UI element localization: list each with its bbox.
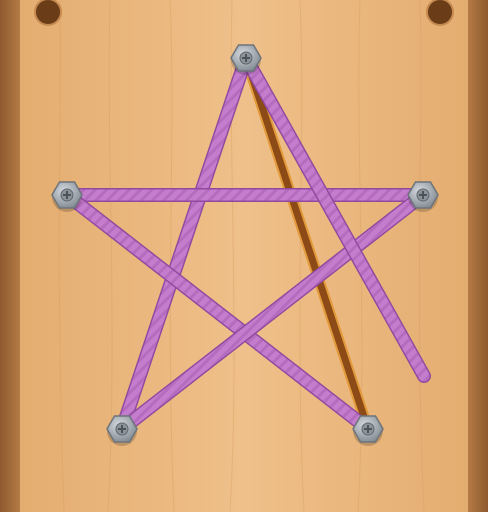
screw-icon: [361, 422, 375, 436]
screw-icon: [416, 188, 430, 202]
rope-left-to-bottom-right[interactable]: [60, 188, 375, 436]
corner-hole-left: [34, 0, 62, 26]
screw-icon: [60, 188, 74, 202]
peg-bottom-right[interactable]: [352, 415, 384, 446]
peg-right[interactable]: [407, 181, 439, 212]
rope-top-to-bottom-left[interactable]: [115, 51, 253, 436]
frame-left: [0, 0, 20, 512]
peg-top[interactable]: [230, 44, 262, 75]
frame-right: [468, 0, 488, 512]
corner-hole-right: [426, 0, 454, 26]
screw-icon: [115, 422, 129, 436]
rope-bottom-left-to-right[interactable]: [115, 188, 430, 436]
peg-left[interactable]: [51, 181, 83, 212]
peg-bottom-left[interactable]: [106, 415, 138, 446]
screw-icon: [239, 51, 253, 65]
rope-top-loose[interactable]: [239, 51, 431, 383]
stick-top-to-bottom-right[interactable]: [240, 52, 374, 435]
